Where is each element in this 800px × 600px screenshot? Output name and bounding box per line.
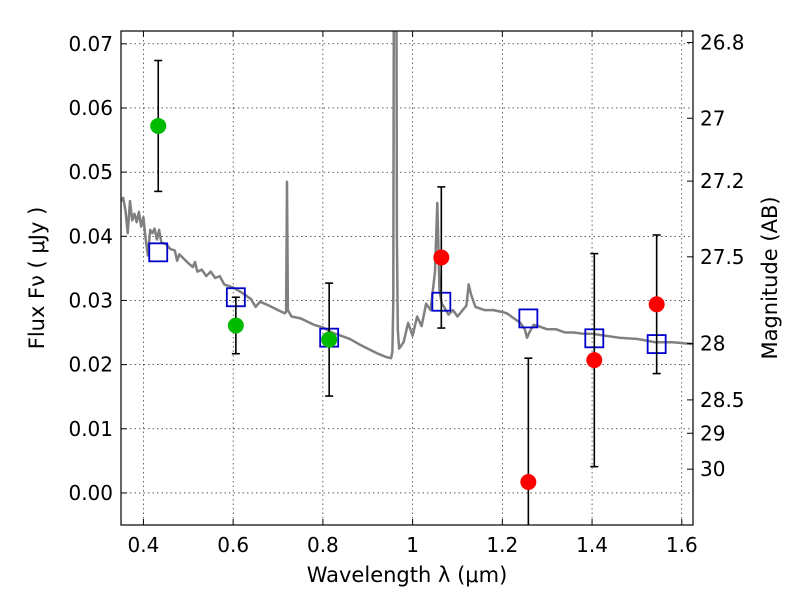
x-tick-label: 0.6 <box>217 533 249 557</box>
x-tick-label: 1 <box>406 533 419 557</box>
right-y-tick-label: 28 <box>700 331 725 355</box>
right-y-tick-label: 27.2 <box>700 169 745 193</box>
x-tick-label: 0.4 <box>128 533 160 557</box>
y-tick-label: 0.07 <box>68 32 113 56</box>
grid <box>121 31 693 525</box>
flux-point <box>520 474 537 491</box>
y-tick-label: 0.00 <box>68 481 113 505</box>
right-y-tick-label: 27.5 <box>700 245 745 269</box>
right-y-tick-label: 26.8 <box>700 31 745 55</box>
y-axis-label: Flux Fν ( μJy ) <box>25 207 49 350</box>
ticks: 0.4 0.6 0.8 1 1.2 1.4 1.6 0.00 0.01 0.02 0.03 0.04 0… <box>68 31 744 557</box>
flux-point <box>227 317 244 334</box>
right-y-tick-label: 27 <box>700 106 725 130</box>
x-tick-label: 1.6 <box>666 533 698 557</box>
y-tick-label: 0.06 <box>68 96 113 120</box>
x-tick-label: 1.2 <box>486 533 518 557</box>
y-tick-label: 0.04 <box>68 224 113 248</box>
model-photometry-square <box>518 308 539 329</box>
plot-background <box>121 31 693 525</box>
right-y-tick-label: 29 <box>700 421 725 445</box>
model-photometry-square <box>148 242 169 263</box>
data-layer <box>121 31 693 525</box>
flux-point <box>150 117 167 134</box>
x-tick-label: 1.4 <box>576 533 608 557</box>
x-tick-label: 0.8 <box>307 533 339 557</box>
x-axis-label: Wavelength λ (μm) <box>307 563 508 587</box>
plot-frame <box>120 30 694 526</box>
flux-point <box>433 249 450 266</box>
y-tick-label: 0.03 <box>68 288 113 312</box>
right-y-tick-label: 28.5 <box>700 388 745 412</box>
spectrum-line <box>121 31 693 360</box>
flux-point <box>648 296 665 313</box>
flux-point <box>586 352 603 369</box>
y-tick-label: 0.05 <box>68 160 113 184</box>
right-y-tick-label: 30 <box>700 457 725 481</box>
flux-point <box>321 331 338 348</box>
right-y-axis-label: Magnitude (AB) <box>758 196 782 359</box>
y-tick-label: 0.02 <box>68 353 113 377</box>
y-tick-label: 0.01 <box>68 417 113 441</box>
